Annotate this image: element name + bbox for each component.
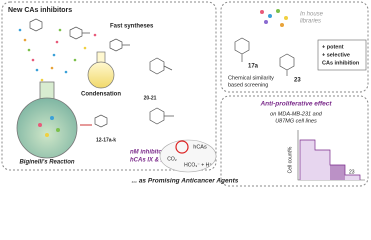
no-sign bbox=[175, 140, 189, 154]
y-axis-label: Cell count% bbox=[287, 146, 293, 173]
compound-label: 12-17a-k bbox=[96, 137, 116, 143]
result-text: hCAs IX & XII bbox=[130, 158, 168, 164]
enzyme-scheme bbox=[159, 139, 217, 173]
graphical-abstract: New CAs inhibitors Fast syntheses Conden… bbox=[1, 1, 369, 187]
molecule bbox=[29, 18, 174, 128]
outcome-text: + potent bbox=[322, 44, 344, 50]
panel-title: New CAs inhibitors bbox=[8, 7, 72, 14]
reaction-label: Biginelli's Reaction bbox=[19, 160, 74, 166]
outcome-text: + selective bbox=[322, 52, 350, 58]
bottom-right-panel bbox=[220, 95, 369, 187]
compound-label: 17a bbox=[248, 64, 259, 70]
library-dots bbox=[260, 9, 288, 27]
outcome-box bbox=[317, 39, 367, 71]
big-flask bbox=[16, 81, 78, 159]
molecule bbox=[234, 37, 295, 76]
enzyme-name: hCAs bbox=[193, 144, 207, 150]
bar-label: 23 bbox=[349, 169, 355, 175]
method-label: based screening bbox=[228, 82, 268, 88]
library-label: In house bbox=[300, 12, 324, 18]
histogram bbox=[297, 130, 365, 181]
outcome-text: CAs inhibition bbox=[322, 60, 360, 66]
footer: ... as Promising Anticancer Agents bbox=[132, 178, 239, 185]
product: HCO₃⁻ + H⁺ bbox=[184, 162, 212, 168]
panel-title: Anti-proliferative effect bbox=[259, 101, 332, 108]
substrate: CO₂ bbox=[167, 156, 177, 162]
method-label: Chemical similarity bbox=[228, 75, 274, 81]
step-label: Fast syntheses bbox=[110, 24, 154, 30]
reagent-dots bbox=[18, 28, 97, 82]
panel-subtitle: U87MG cell lines bbox=[275, 118, 317, 124]
panel-subtitle: on MDA-MB-231 and bbox=[270, 111, 323, 117]
left-panel bbox=[1, 1, 217, 171]
library-label: libraries bbox=[300, 19, 321, 25]
compound-label: 23 bbox=[294, 78, 301, 84]
small-flask bbox=[87, 51, 115, 89]
top-right-panel bbox=[220, 1, 369, 93]
step-label: Condensation bbox=[81, 92, 121, 98]
compound-label: 20-21 bbox=[144, 95, 157, 101]
result-text: nM inhibitors of bbox=[130, 150, 176, 156]
